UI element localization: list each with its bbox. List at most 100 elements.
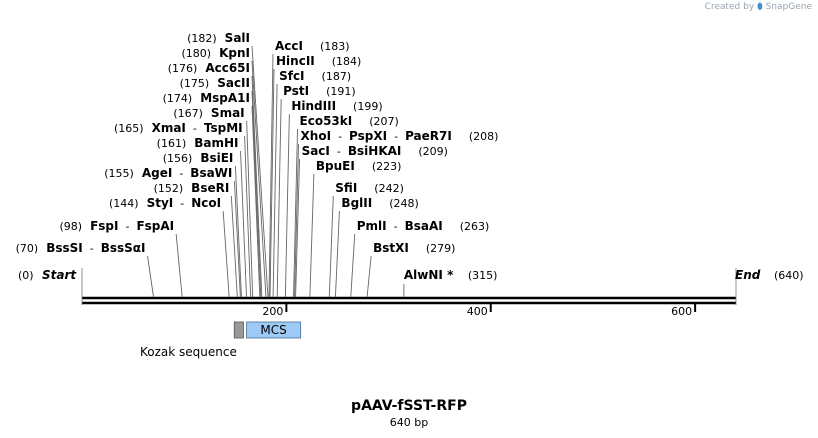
enzyme-name: StyI bbox=[147, 196, 174, 210]
plasmid-name: pAAV-fSST-RFP bbox=[351, 398, 467, 414]
site-connector bbox=[234, 165, 242, 298]
site-connector bbox=[269, 68, 275, 298]
enzyme-site: (167) SmaI bbox=[173, 106, 254, 298]
site-position: (176) bbox=[168, 62, 198, 75]
enzyme-site: HindIII (199) bbox=[284, 99, 383, 298]
site-position: (248) bbox=[389, 197, 419, 210]
enzyme-name: SfcI bbox=[279, 69, 304, 83]
snapgene-logo-icon: ⬮ bbox=[757, 2, 763, 12]
enzyme-site: (98) FspI - FspAI bbox=[59, 219, 183, 298]
site-connector bbox=[293, 128, 298, 298]
name-separator: - bbox=[394, 220, 398, 233]
enzyme-site: XhoI - PspXI - PaeR7I (208) bbox=[294, 129, 499, 298]
enzyme-name: BstXI bbox=[373, 241, 409, 255]
enzyme-site: (70) BssSI - BssSαI bbox=[16, 241, 154, 298]
enzyme-name: XhoI bbox=[301, 129, 332, 143]
site-position: (167) bbox=[173, 107, 203, 120]
enzyme-site: (161) BamHI bbox=[157, 136, 247, 298]
enzyme-site: (156) BsiEI bbox=[163, 151, 242, 298]
site-connector bbox=[251, 90, 262, 298]
site-position: (156) bbox=[163, 152, 193, 165]
enzyme-name: XmaI bbox=[152, 121, 186, 135]
site-position: (152) bbox=[154, 182, 184, 195]
enzyme-site: (180) KpnI bbox=[182, 46, 267, 298]
enzyme-name: PmlI bbox=[357, 219, 387, 233]
ruler-tick-label: 400 bbox=[467, 305, 488, 318]
site-connector bbox=[147, 255, 154, 298]
enzyme-site: (144) StyI - NcoI bbox=[109, 196, 230, 298]
enzyme-site: BglII (248) bbox=[334, 196, 419, 298]
site-connector bbox=[276, 98, 282, 298]
enzyme-name: NcoI bbox=[191, 196, 221, 210]
site-connector bbox=[272, 83, 278, 298]
enzyme-site: SacI - BsiHKAI (209) bbox=[295, 144, 448, 298]
site-position: (98) bbox=[59, 220, 82, 233]
site-connector bbox=[251, 75, 263, 298]
site-position: (208) bbox=[469, 130, 499, 143]
enzyme-name: BssSI bbox=[46, 241, 83, 255]
enzyme-name: SalI bbox=[225, 31, 250, 45]
enzyme-site: SfiI (242) bbox=[328, 181, 404, 298]
site-position: (180) bbox=[182, 47, 212, 60]
enzyme-name: SacI bbox=[302, 144, 330, 158]
enzyme-name: BsiEI bbox=[200, 151, 233, 165]
start-label: Start bbox=[42, 268, 77, 282]
enzyme-name: PstI bbox=[283, 84, 309, 98]
plasmid-length: 640 bp bbox=[389, 416, 429, 429]
enzyme-name: SfiI bbox=[335, 181, 357, 195]
enzyme-name: TspMI bbox=[204, 121, 243, 135]
site-connector bbox=[295, 158, 301, 298]
enzyme-site: (176) Acc65I bbox=[168, 61, 263, 298]
enzyme-name: BamHI bbox=[194, 136, 238, 150]
site-position: (209) bbox=[418, 145, 448, 158]
site-position: (242) bbox=[374, 182, 404, 195]
site-connector bbox=[251, 105, 261, 298]
enzyme-site: AccI (183) bbox=[268, 39, 350, 298]
enzyme-site: BpuEI (223) bbox=[309, 159, 401, 298]
enzyme-name: BseRI bbox=[191, 181, 229, 195]
site-connector bbox=[240, 150, 247, 298]
site-position: (183) bbox=[320, 40, 350, 53]
name-separator: - bbox=[338, 130, 342, 143]
enzyme-site: Eco53kI (207) bbox=[293, 114, 399, 298]
name-separator: - bbox=[337, 145, 341, 158]
site-connector bbox=[350, 233, 356, 298]
enzyme-name: HincII bbox=[276, 54, 315, 68]
enzyme-name: BssSαI bbox=[101, 241, 146, 255]
enzyme-site: BstXI (279) bbox=[366, 241, 455, 298]
enzyme-site: (165) XmaI - TspMI bbox=[114, 121, 252, 298]
credit-prefix: Created by bbox=[704, 2, 755, 12]
alwni-position: (315) bbox=[468, 269, 498, 282]
enzyme-name: BpuEI bbox=[316, 159, 355, 173]
site-position: (174) bbox=[163, 92, 193, 105]
enzyme-name: MspA1I bbox=[200, 91, 250, 105]
site-position: (175) bbox=[180, 77, 210, 90]
enzyme-site: (152) BseRI bbox=[154, 181, 238, 298]
site-connector bbox=[246, 120, 254, 298]
kozak-label: Kozak sequence bbox=[140, 345, 237, 359]
site-position: (191) bbox=[326, 85, 356, 98]
alwni-label: AlwNI * bbox=[404, 268, 454, 282]
mcs-label: MCS bbox=[260, 323, 286, 337]
mcs-feature bbox=[246, 321, 302, 339]
name-separator: - bbox=[394, 130, 398, 143]
site-connector bbox=[366, 255, 372, 298]
site-connector bbox=[334, 210, 340, 298]
kozak-feature bbox=[233, 321, 244, 339]
site-connector bbox=[268, 53, 274, 298]
start-position: (0) bbox=[18, 269, 34, 282]
enzyme-name: SacII bbox=[217, 76, 250, 90]
enzyme-name: AgeI bbox=[142, 166, 172, 180]
site-connector bbox=[251, 60, 267, 298]
site-connector bbox=[222, 210, 230, 298]
name-separator: - bbox=[90, 242, 94, 255]
site-position: (184) bbox=[332, 55, 362, 68]
site-position: (161) bbox=[157, 137, 187, 150]
enzyme-site: (182) SalI bbox=[187, 31, 269, 298]
enzyme-site: (175) SacII bbox=[180, 76, 262, 298]
enzyme-name: BsiHKAI bbox=[348, 144, 402, 158]
enzyme-name: FspI bbox=[90, 219, 118, 233]
enzyme-site: PstI (191) bbox=[276, 84, 356, 298]
enzyme-name: PaeR7I bbox=[405, 129, 452, 143]
